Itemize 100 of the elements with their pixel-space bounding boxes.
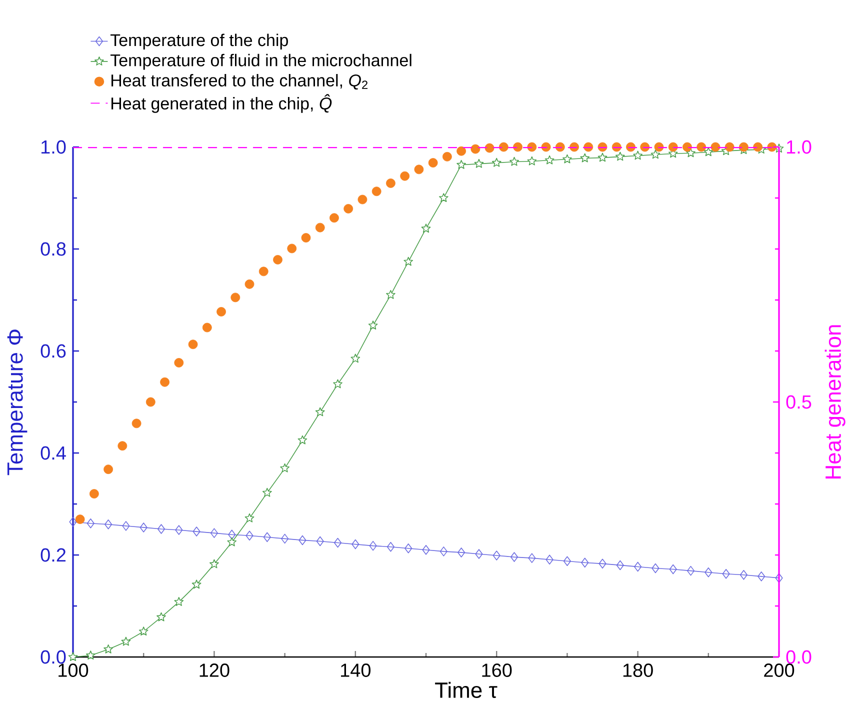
y2-tick-label: 0.5 <box>786 395 812 409</box>
y-tick-label: 0.8 <box>40 242 66 256</box>
point <box>210 559 219 568</box>
point <box>710 142 720 152</box>
point <box>244 279 254 289</box>
point <box>510 156 519 166</box>
point <box>369 540 377 551</box>
point <box>175 525 183 535</box>
point <box>334 538 342 548</box>
point <box>352 539 360 550</box>
point <box>546 554 554 564</box>
point <box>298 535 306 546</box>
point <box>146 397 156 407</box>
point <box>298 435 308 444</box>
point <box>442 152 452 162</box>
point <box>138 626 148 636</box>
point <box>634 562 642 572</box>
point <box>650 150 660 159</box>
point <box>458 548 466 558</box>
point <box>438 193 448 202</box>
point <box>724 142 734 152</box>
point <box>174 358 184 368</box>
point <box>140 522 148 532</box>
point <box>510 552 518 562</box>
point <box>372 186 382 196</box>
legend-label: Heat transfered to the channel, Q$_{2}$ <box>112 74 368 90</box>
point <box>86 518 94 528</box>
point <box>188 340 198 350</box>
point <box>474 158 484 168</box>
y-tick-label: 1.0 <box>42 140 66 154</box>
point <box>758 572 766 582</box>
point <box>122 521 130 531</box>
y2-tick-label: 0.0 <box>786 650 812 664</box>
point <box>228 530 236 540</box>
point <box>287 244 297 254</box>
point <box>404 543 412 554</box>
point <box>263 532 271 542</box>
point <box>315 407 325 416</box>
point <box>440 546 448 556</box>
point <box>470 144 480 154</box>
point <box>704 147 714 156</box>
point <box>484 143 494 153</box>
point <box>598 558 606 569</box>
point <box>230 292 240 302</box>
point <box>121 636 131 646</box>
point <box>704 567 712 578</box>
point <box>696 142 706 152</box>
point <box>616 560 624 570</box>
point <box>492 158 502 167</box>
point <box>492 550 500 560</box>
point <box>513 142 522 152</box>
x-tick-label: 200 <box>764 664 794 677</box>
point <box>192 526 200 536</box>
point <box>686 148 696 158</box>
point <box>104 520 112 530</box>
point <box>654 142 664 152</box>
point <box>563 556 571 566</box>
point <box>686 566 695 576</box>
x-axis-title: Time τ <box>435 682 498 698</box>
point <box>69 516 77 527</box>
point <box>280 463 290 472</box>
point <box>386 178 396 188</box>
point <box>422 545 430 555</box>
point <box>475 549 483 559</box>
y2-axis-title: Heat generation <box>824 325 846 478</box>
point <box>544 155 554 164</box>
point <box>404 256 414 266</box>
y-axis-title: Temperature Φ <box>7 330 28 476</box>
point <box>740 570 748 580</box>
x-tick-label: 180 <box>623 664 653 677</box>
point <box>739 142 748 152</box>
point <box>421 224 431 233</box>
point <box>330 213 339 223</box>
point <box>132 418 142 428</box>
point <box>527 142 537 152</box>
y-tick-label: 0.6 <box>40 344 66 358</box>
y2-tick-label: 1.0 <box>786 140 812 154</box>
point <box>652 563 660 574</box>
point <box>246 530 254 541</box>
point <box>118 441 128 451</box>
legend-label: Heat generated in the chip, Q̂ <box>112 94 332 113</box>
point <box>258 266 268 276</box>
point <box>89 489 99 498</box>
point <box>262 488 272 497</box>
legend-label: Temperature of the chip <box>110 34 288 50</box>
point <box>722 568 730 579</box>
x-tick-label: 140 <box>341 664 371 677</box>
point <box>386 542 394 552</box>
point <box>400 171 410 181</box>
point <box>668 142 678 152</box>
point <box>156 612 166 622</box>
point <box>428 158 438 168</box>
point <box>216 307 226 316</box>
point <box>315 222 325 232</box>
point <box>86 650 96 660</box>
point <box>202 322 212 332</box>
point <box>498 142 508 152</box>
point <box>753 142 763 152</box>
point <box>456 160 466 169</box>
point <box>104 644 113 654</box>
